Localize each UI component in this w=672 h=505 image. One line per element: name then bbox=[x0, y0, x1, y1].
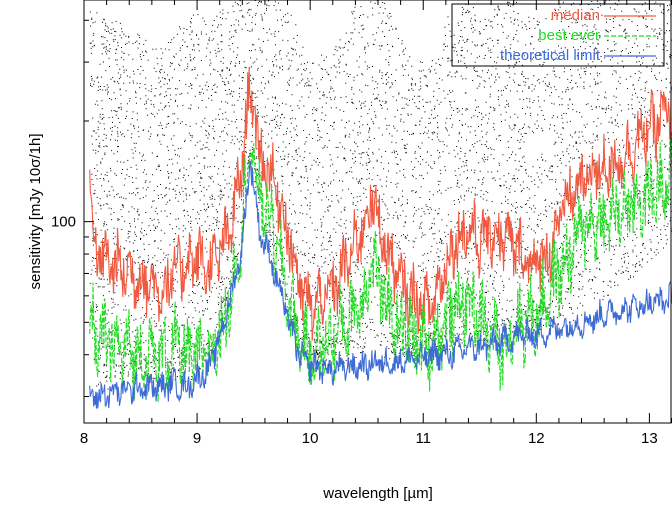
x-tick-label: 10 bbox=[302, 430, 319, 447]
series-lines bbox=[89, 67, 672, 409]
plot-frame: 8 9 10 11 12 13 100 bbox=[51, 0, 672, 447]
legend-box bbox=[451, 3, 665, 67]
legend: median best ever theoretical limit bbox=[451, 3, 665, 67]
x-tick-label: 9 bbox=[193, 430, 201, 447]
x-tick-label: 11 bbox=[415, 430, 431, 447]
legend-label: best ever bbox=[538, 27, 600, 44]
series-theoretical-limit bbox=[89, 160, 672, 409]
series-best-ever bbox=[89, 131, 672, 403]
y-tick-label: 100 bbox=[51, 214, 76, 231]
x-axis-label: wavelength [µm] bbox=[322, 485, 433, 502]
y-axis-label: sensitivity [mJy 10σ/1h] bbox=[27, 134, 44, 290]
legend-label: median bbox=[551, 7, 600, 24]
x-tick-label: 8 bbox=[80, 430, 88, 447]
x-tick-label: 13 bbox=[641, 430, 658, 447]
series-median bbox=[89, 67, 672, 341]
legend-label: theoretical limit bbox=[500, 47, 601, 64]
x-tick-label: 12 bbox=[528, 430, 545, 447]
